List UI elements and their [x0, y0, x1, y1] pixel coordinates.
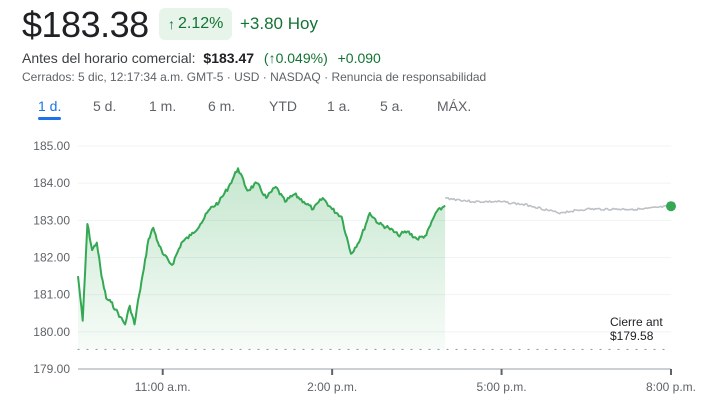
x-axis: 11:00 a.m. 2:00 p.m. 5:00 p.m. 8:00 p.m. [78, 368, 696, 394]
svg-text:11:00 a.m.: 11:00 a.m. [135, 380, 191, 394]
svg-text:185.00: 185.00 [33, 139, 70, 153]
premarket-row: Antes del horario comercial: $183.47 (↑0… [22, 49, 381, 67]
tab-5a[interactable]: 5 a. [380, 98, 404, 114]
tab-1a[interactable]: 1 a. [327, 98, 351, 114]
current-price: $183.38 [22, 4, 149, 45]
chart-series [77, 167, 676, 350]
svg-text:8:00 p.m.: 8:00 p.m. [646, 380, 696, 394]
chart-gridlines [78, 145, 671, 333]
last-price-dot [666, 201, 676, 212]
premarket-pct: (↑0.049%) [263, 50, 328, 66]
svg-text:5:00 p.m.: 5:00 p.m. [477, 380, 527, 394]
tab-5d[interactable]: 5 d. [93, 98, 117, 114]
svg-text:183.00: 183.00 [33, 213, 70, 227]
arrow-up-icon: ↑ [168, 16, 175, 32]
tab-ytd[interactable]: YTD [269, 98, 297, 114]
tab-6m[interactable]: 6 m. [208, 98, 236, 114]
previous-close-line: Cierre ant$179.58 [77, 315, 672, 351]
tab-máx[interactable]: MÁX. [437, 98, 472, 114]
svg-text:184.00: 184.00 [33, 176, 70, 190]
svg-text:$179.58: $179.58 [610, 329, 654, 343]
change-today: +3.80 Hoy [240, 14, 318, 33]
disclaimer-link[interactable]: Renuncia de responsabilidad [331, 70, 487, 84]
premarket-price: $183.47 [203, 50, 255, 66]
y-axis-labels: 185.00 184.00 183.00 182.00 181.00 180.00 179.… [33, 139, 70, 376]
tab-1m[interactable]: 1 m. [149, 98, 177, 114]
svg-text:2:00 p.m.: 2:00 p.m. [307, 380, 357, 394]
premarket-abs: +0.090 [337, 50, 381, 66]
change-percent: 2.12% [178, 15, 224, 32]
svg-text:181.00: 181.00 [33, 288, 70, 302]
premarket-label: Antes del horario comercial: [22, 50, 196, 66]
svg-text:180.00: 180.00 [33, 325, 70, 339]
tab-1d[interactable]: 1 d. [38, 98, 62, 120]
change-percent-badge: ↑ 2.12% [159, 8, 233, 40]
market-status-text: Cerrados: 5 dic, 12:17:34 a.m. GMT-5 · U… [22, 70, 332, 84]
svg-text:182.00: 182.00 [33, 251, 70, 265]
svg-text:179.00: 179.00 [33, 362, 70, 376]
market-status: Cerrados: 5 dic, 12:17:34 a.m. GMT-5 · U… [22, 70, 486, 85]
svg-text:Cierre ant: Cierre ant [610, 315, 663, 329]
